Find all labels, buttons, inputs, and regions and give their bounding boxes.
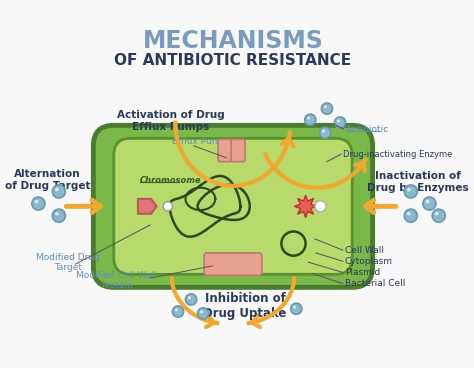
Circle shape: [337, 119, 340, 123]
Circle shape: [291, 303, 302, 314]
Polygon shape: [138, 199, 156, 214]
Text: Cell Wall: Cell Wall: [345, 245, 383, 255]
Text: OF ANTIBIOTIC RESISTANCE: OF ANTIBIOTIC RESISTANCE: [114, 53, 352, 68]
Text: Inactivation of
Drug by Enzymes: Inactivation of Drug by Enzymes: [367, 171, 469, 192]
Text: Alternation
of Drug Target: Alternation of Drug Target: [5, 169, 91, 191]
FancyBboxPatch shape: [218, 139, 232, 162]
Circle shape: [163, 202, 173, 211]
Circle shape: [321, 103, 333, 114]
Circle shape: [175, 308, 178, 311]
Circle shape: [55, 212, 59, 216]
Text: Modified Drug
Target: Modified Drug Target: [36, 253, 100, 272]
FancyBboxPatch shape: [93, 125, 373, 287]
Circle shape: [188, 296, 191, 299]
Text: Antibiotic: Antibiotic: [346, 124, 389, 134]
Circle shape: [432, 209, 445, 222]
FancyBboxPatch shape: [231, 139, 245, 162]
Circle shape: [315, 201, 326, 212]
Circle shape: [32, 197, 45, 210]
Text: Plasmid: Plasmid: [345, 268, 380, 277]
Circle shape: [52, 185, 65, 198]
Circle shape: [322, 130, 325, 133]
Text: Efflux Pump: Efflux Pump: [173, 137, 227, 146]
Circle shape: [324, 105, 327, 109]
Text: MECHANISMS: MECHANISMS: [143, 29, 323, 53]
Circle shape: [435, 212, 438, 216]
Circle shape: [407, 212, 410, 216]
Circle shape: [198, 308, 209, 319]
Text: Inhibition of
Drug Uptake: Inhibition of Drug Uptake: [203, 292, 287, 320]
Text: Chromosome: Chromosome: [140, 176, 201, 185]
Text: Bacterial Cell: Bacterial Cell: [345, 279, 405, 288]
Circle shape: [423, 197, 436, 210]
Circle shape: [407, 188, 410, 191]
Circle shape: [305, 114, 316, 125]
Text: Drug-inactivating Enzyme: Drug-inactivating Enzyme: [343, 150, 452, 159]
Text: Activation of Drug
Efflux Pumps: Activation of Drug Efflux Pumps: [117, 110, 225, 132]
Circle shape: [426, 200, 429, 204]
Circle shape: [200, 310, 203, 313]
Circle shape: [404, 209, 417, 222]
Circle shape: [319, 127, 331, 138]
Circle shape: [185, 294, 197, 305]
Polygon shape: [294, 195, 317, 217]
Text: Cytoplasm: Cytoplasm: [345, 257, 392, 266]
FancyBboxPatch shape: [114, 138, 352, 274]
Circle shape: [35, 200, 38, 204]
Circle shape: [52, 209, 65, 222]
Circle shape: [335, 117, 346, 128]
Circle shape: [307, 117, 310, 120]
Circle shape: [55, 188, 59, 191]
Circle shape: [404, 185, 417, 198]
FancyBboxPatch shape: [204, 253, 262, 275]
Circle shape: [293, 305, 296, 309]
Text: Modified Cell Wall
Protein: Modified Cell Wall Protein: [76, 270, 157, 290]
Circle shape: [173, 306, 183, 317]
